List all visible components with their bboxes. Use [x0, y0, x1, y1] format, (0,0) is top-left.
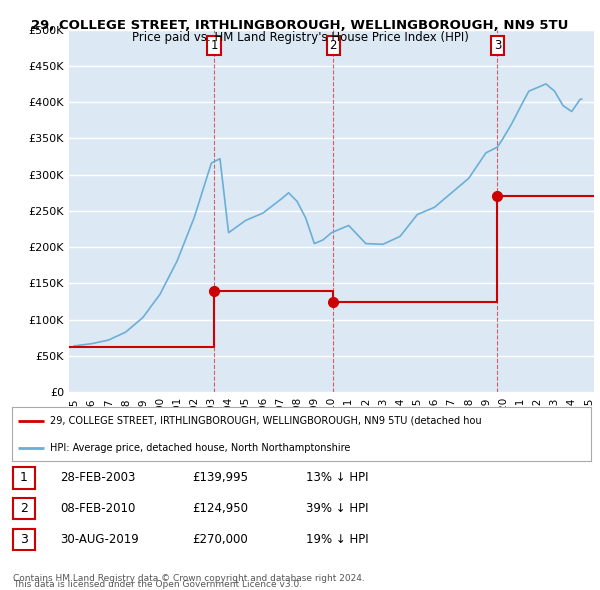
Text: 1: 1 — [210, 39, 218, 52]
Text: 19% ↓ HPI: 19% ↓ HPI — [306, 533, 368, 546]
Text: £270,000: £270,000 — [192, 533, 248, 546]
Text: 29, COLLEGE STREET, IRTHLINGBOROUGH, WELLINGBOROUGH, NN9 5TU: 29, COLLEGE STREET, IRTHLINGBOROUGH, WEL… — [31, 19, 569, 32]
Text: 28-FEB-2003: 28-FEB-2003 — [60, 471, 136, 484]
Text: 08-FEB-2010: 08-FEB-2010 — [60, 502, 136, 515]
Text: This data is licensed under the Open Government Licence v3.0.: This data is licensed under the Open Gov… — [13, 581, 302, 589]
Text: 30-AUG-2019: 30-AUG-2019 — [60, 533, 139, 546]
Text: £124,950: £124,950 — [192, 502, 248, 515]
Text: 13% ↓ HPI: 13% ↓ HPI — [306, 471, 368, 484]
Text: 29, COLLEGE STREET, IRTHLINGBOROUGH, WELLINGBOROUGH, NN9 5TU (detached hou: 29, COLLEGE STREET, IRTHLINGBOROUGH, WEL… — [50, 416, 481, 425]
Text: Contains HM Land Registry data © Crown copyright and database right 2024.: Contains HM Land Registry data © Crown c… — [13, 574, 365, 583]
Text: 3: 3 — [20, 533, 28, 546]
Text: 3: 3 — [494, 39, 501, 52]
Text: 2: 2 — [20, 502, 28, 515]
Text: HPI: Average price, detached house, North Northamptonshire: HPI: Average price, detached house, Nort… — [50, 443, 350, 453]
Text: 1: 1 — [20, 471, 28, 484]
Text: Price paid vs. HM Land Registry's House Price Index (HPI): Price paid vs. HM Land Registry's House … — [131, 31, 469, 44]
Text: 39% ↓ HPI: 39% ↓ HPI — [306, 502, 368, 515]
Text: £139,995: £139,995 — [192, 471, 248, 484]
Text: 2: 2 — [329, 39, 337, 52]
